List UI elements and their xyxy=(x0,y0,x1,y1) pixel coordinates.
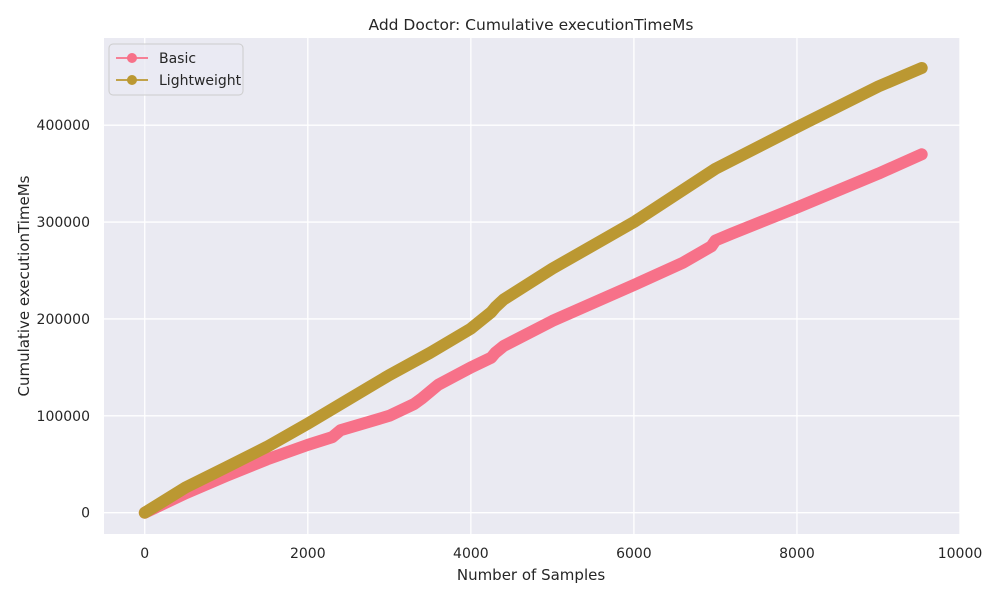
series-layer xyxy=(138,62,928,519)
x-tick-label: 4000 xyxy=(453,546,489,562)
y-tick-label: 200000 xyxy=(37,312,90,328)
legend: Basic Lightweight xyxy=(108,43,244,96)
legend-frame xyxy=(108,43,244,96)
y-axis-title: Cumulative executionTimeMs xyxy=(15,175,33,396)
x-tick-label: 6000 xyxy=(616,546,652,562)
legend-label-basic: Basic xyxy=(159,51,196,67)
x-tick-label: 2000 xyxy=(290,546,326,562)
x-tick-label: 0 xyxy=(140,546,149,562)
legend-marker-basic xyxy=(127,53,137,63)
tick-labels: 0 2000 4000 6000 8000 10000010000020000030000… xyxy=(37,118,983,562)
legend-label-lightweight: Lightweight xyxy=(159,73,242,89)
y-tick-label: 0 xyxy=(81,506,90,522)
chart-title: Add Doctor: Cumulative executionTimeMs xyxy=(369,16,694,34)
x-axis-title: Number of Samples xyxy=(457,566,605,584)
grid-lines xyxy=(104,38,961,534)
y-tick-label: 300000 xyxy=(37,215,90,231)
series-line-basic xyxy=(138,148,928,519)
legend-marker-lightweight xyxy=(127,75,137,85)
y-tick-label: 100000 xyxy=(37,409,90,425)
x-tick-label: 8000 xyxy=(779,546,815,562)
series-line-lightweight xyxy=(138,62,928,519)
x-tick-label: 10000 xyxy=(938,546,983,562)
y-tick-label: 400000 xyxy=(37,118,90,134)
